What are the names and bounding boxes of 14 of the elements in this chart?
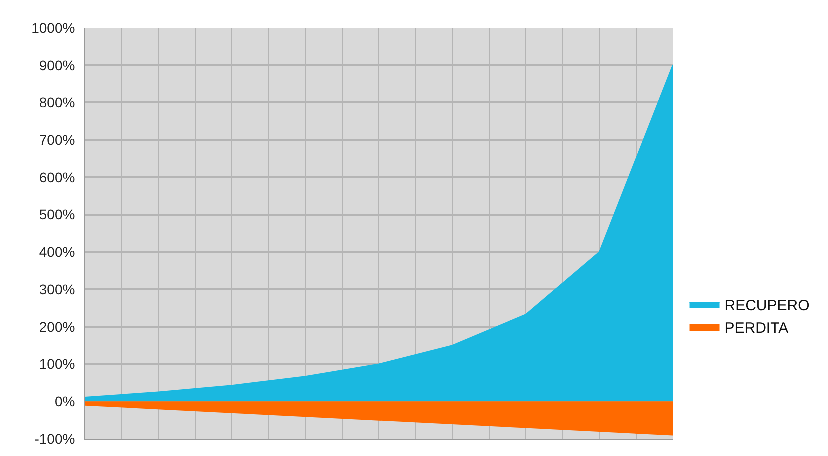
y-tick-label: 100%	[39, 356, 76, 372]
y-tick-label: 400%	[39, 244, 76, 260]
legend-label: PERDITA	[724, 320, 789, 337]
y-tick-label: 300%	[39, 281, 76, 298]
y-tick-label: 800%	[39, 94, 76, 111]
legend-label: RECUPERO	[724, 297, 810, 314]
y-tick-label: 0%	[54, 394, 76, 410]
y-tick-label: 600%	[39, 169, 76, 186]
y-tick-label: 700%	[39, 132, 76, 148]
y-tick-label: 200%	[39, 318, 76, 335]
y-tick-label: 1000%	[32, 20, 76, 36]
y-tick-label: 900%	[39, 57, 76, 74]
y-tick-label: 500%	[39, 206, 76, 223]
y-tick-label: -100%	[34, 430, 76, 447]
